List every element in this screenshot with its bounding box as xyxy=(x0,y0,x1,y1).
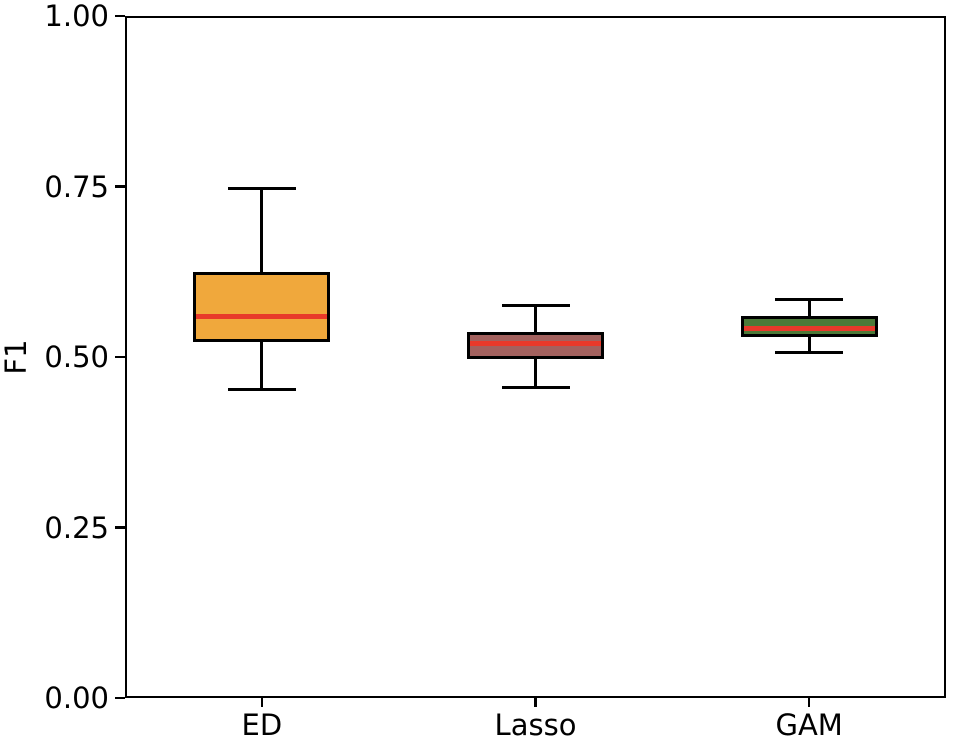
whisker-cap-top xyxy=(775,298,844,302)
x-tick-mark xyxy=(260,698,264,707)
whisker-lower xyxy=(260,341,264,390)
whisker-cap-top xyxy=(227,187,296,191)
y-tick-label: 0.00 xyxy=(44,681,109,715)
whisker-lower xyxy=(807,336,811,353)
x-tick-mark xyxy=(534,698,537,707)
x-tick-mark xyxy=(807,698,811,707)
y-tick-mark xyxy=(115,185,125,188)
y-tick-mark xyxy=(115,14,125,18)
whisker-upper xyxy=(534,305,537,333)
y-tick-mark xyxy=(115,526,125,529)
box-ED xyxy=(193,271,331,342)
y-tick-label: 0.75 xyxy=(44,169,109,204)
whisker-cap-top xyxy=(501,303,570,307)
whisker-upper xyxy=(260,188,264,272)
whisker-cap-bottom xyxy=(775,350,844,354)
y-tick-mark xyxy=(115,696,125,700)
median-line-GAM xyxy=(743,325,875,331)
y-tick-label: 0.50 xyxy=(44,340,109,374)
x-tick-label: GAM xyxy=(775,708,843,742)
median-line-ED xyxy=(196,313,328,319)
x-tick-label: ED xyxy=(241,708,283,742)
y-tick-label: 1.00 xyxy=(44,0,109,33)
y-tick-label: 0.25 xyxy=(44,510,109,545)
whisker-cap-bottom xyxy=(227,388,296,392)
whisker-cap-bottom xyxy=(501,385,570,389)
whisker-lower xyxy=(534,359,537,387)
whisker-upper xyxy=(807,299,811,317)
x-tick-label: Lasso xyxy=(494,708,577,742)
y-tick-mark xyxy=(115,355,125,359)
median-line-Lasso xyxy=(470,340,601,346)
